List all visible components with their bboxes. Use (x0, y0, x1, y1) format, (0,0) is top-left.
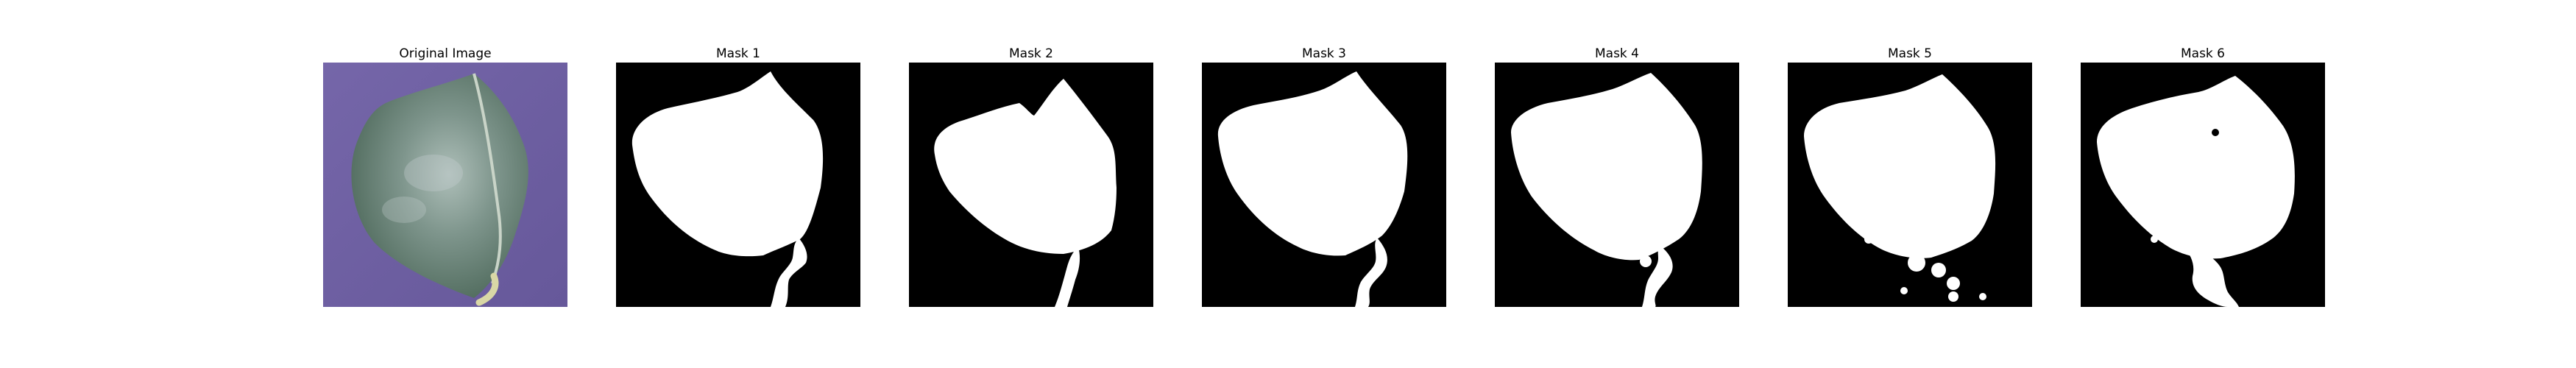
panel-title: Original Image (399, 46, 492, 61)
mask-6-image (2081, 63, 2325, 307)
mask-2-image (909, 63, 1153, 307)
panel-title: Mask 2 (1008, 46, 1053, 61)
panel-title: Mask 1 (715, 46, 760, 61)
panel-title: Mask 3 (1301, 46, 1346, 61)
mask-4-panel: Mask 4 (1495, 46, 1739, 307)
mask-5-panel: Mask 5 (1788, 46, 2032, 307)
mask-3-panel: Mask 3 (1202, 46, 1446, 307)
panel-title: Mask 6 (2180, 46, 2225, 61)
mask-6-panel: Mask 6 (2081, 46, 2325, 307)
original-leaf-photo (323, 63, 567, 307)
mask-5-image (1788, 63, 2032, 307)
panel-title: Mask 5 (1887, 46, 1932, 61)
original-image-panel: Original Image (323, 46, 567, 307)
mask-1-panel: Mask 1 (616, 46, 860, 307)
panel-title: Mask 4 (1594, 46, 1639, 61)
mask-1-image (616, 63, 860, 307)
mask-4-image (1495, 63, 1739, 307)
mask-3-image (1202, 63, 1446, 307)
mask-2-panel: Mask 2 (909, 46, 1153, 307)
